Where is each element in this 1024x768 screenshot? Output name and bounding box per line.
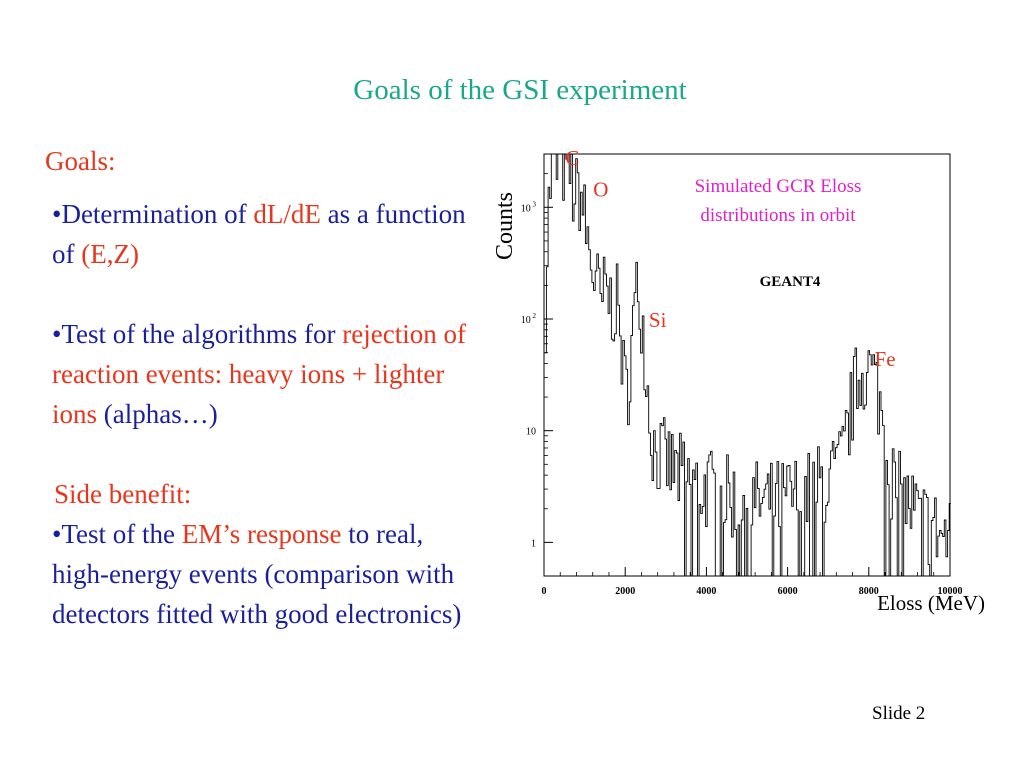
y-tick-label: 10 xyxy=(526,427,536,438)
x-tick-label: 10000 xyxy=(938,586,963,597)
peak-label-fe: Fe xyxy=(875,347,896,371)
bullet-em-response: •Test of the EM’s response to real, high… xyxy=(52,514,472,634)
bullet-algorithms-suffix: (alphas…) xyxy=(97,399,218,429)
x-tick-label: 8000 xyxy=(859,586,879,597)
bullet-em-prefix: •Test of the xyxy=(52,519,182,549)
x-tick-label: 6000 xyxy=(778,586,798,597)
x-axis-label: Eloss (MeV) xyxy=(877,591,985,615)
geant4-label: GEANT4 xyxy=(760,274,821,290)
goals-heading: Goals: xyxy=(45,146,116,176)
eloss-histogram-line xyxy=(544,153,951,577)
bullet-determination-prefix: •Determination of xyxy=(52,199,254,229)
y-tick-label: 1 xyxy=(531,538,536,549)
bullet-algorithms: •Test of the algorithms for rejection of… xyxy=(52,314,472,434)
peak-label-c: C xyxy=(565,146,579,170)
x-tick-label: 4000 xyxy=(696,586,716,597)
dl-de-highlight: dL/dE xyxy=(253,199,321,229)
rejection-highlight: rejection of reaction events: heavy ions… xyxy=(52,319,466,429)
bullet-determination: •Determination of dL/dE as a function of… xyxy=(52,194,472,274)
e-z-highlight: (E,Z) xyxy=(81,239,139,269)
bullet-list: •Determination of dL/dE as a function of… xyxy=(52,194,472,634)
peak-label-o: O xyxy=(593,177,608,201)
bullet-determination-mid: as a function of xyxy=(52,199,466,269)
plot-frame xyxy=(543,153,951,577)
bullet-em-suffix: to real, high-energy events (comparison … xyxy=(52,519,462,629)
chart-caption-line-1: Simulated GCR Eloss xyxy=(695,176,862,197)
bullet-algorithms-prefix: •Test of the algorithms for xyxy=(52,319,343,349)
peak-labels: CO Si Fe xyxy=(565,146,895,371)
side-benefit-heading: Side benefit: xyxy=(54,479,192,509)
y-tick-label: 10 2 xyxy=(521,312,537,326)
peak-label-si: Si xyxy=(649,308,667,332)
x-tick-label: 2000 xyxy=(615,586,635,597)
chart-caption-line-2: distributions in orbit xyxy=(700,205,856,226)
slide-title: Goals of the GSI experiment xyxy=(353,74,687,106)
y-axis-label: Counts xyxy=(492,192,518,260)
x-axis-ticks: 0 2000 4000 6000 8000 10000 xyxy=(542,567,963,597)
x-tick-label: 0 xyxy=(542,586,547,597)
y-tick-label: 10 3 xyxy=(521,200,537,214)
em-response-highlight: EM’s response xyxy=(181,519,342,549)
eloss-histogram-chart: 1 10 10 2 10 3 0 2000 4000 6000 8000 10000 Count… xyxy=(492,146,985,615)
slide-number: Slide 2 xyxy=(872,703,926,724)
